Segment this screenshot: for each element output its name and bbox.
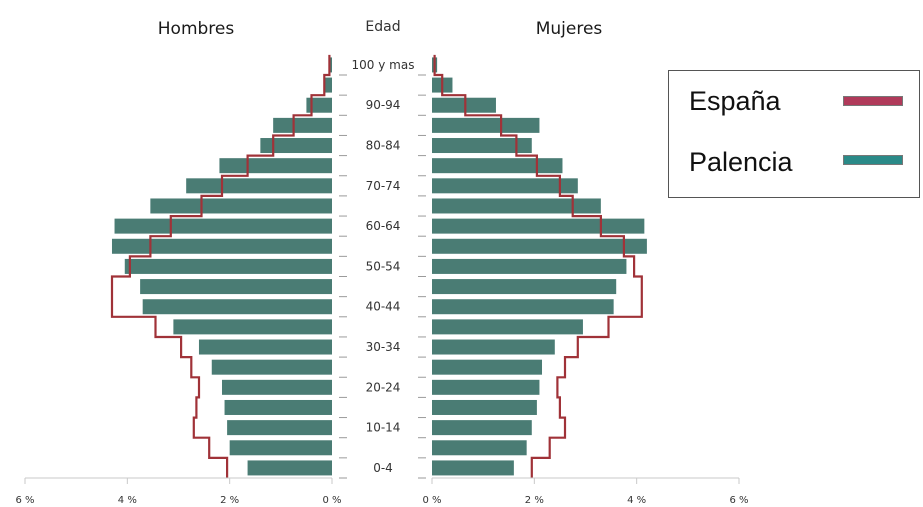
bar-men-row-9 [140, 279, 332, 295]
bar-men-row-5 [211, 359, 332, 375]
age-label-6: 60-64 [366, 219, 401, 233]
age-label-8: 80-84 [366, 139, 401, 153]
x-axes: 6 % 4 % 2 % 0 % 0 % 2 % 4 % 6 % [15, 477, 749, 506]
bar-women-row-14 [432, 178, 578, 194]
age-label-10: 100 y mas [352, 58, 415, 72]
bar-women-row-7 [432, 319, 583, 335]
age-label-7: 70-74 [366, 179, 401, 193]
bar-women-row-8 [432, 299, 614, 315]
bar-women-row-11 [432, 238, 647, 254]
header-women: Mujeres [536, 19, 603, 39]
bar-women-row-6 [432, 339, 555, 355]
bar-men-row-2 [227, 420, 332, 436]
bar-women-row-5 [432, 359, 543, 375]
men-bars [111, 57, 333, 476]
bar-women-row-0 [432, 460, 514, 476]
x-tick-label-4: 0 % [422, 495, 441, 506]
bar-women-row-18 [432, 97, 496, 113]
bar-women-row-3 [432, 399, 537, 415]
bar-men-row-13 [150, 198, 332, 214]
bar-women-row-16 [432, 138, 532, 154]
bar-men-row-11 [111, 238, 332, 254]
age-label-9: 90-94 [366, 98, 401, 112]
header-men: Hombres [158, 19, 235, 39]
x-tick-label-6: 4 % [627, 495, 646, 506]
header-age: Edad [365, 19, 400, 35]
age-label-4: 40-44 [366, 300, 401, 314]
bar-women-row-17 [432, 117, 540, 133]
bar-men-row-15 [219, 158, 332, 174]
bar-men-row-1 [229, 440, 332, 456]
bar-men-row-16 [260, 138, 332, 154]
bar-men-row-18 [306, 97, 332, 113]
x-tick-label-0: 6 % [15, 495, 34, 506]
bar-women-row-4 [432, 379, 540, 395]
spain-outline-women [433, 54, 643, 478]
age-label-3: 30-34 [366, 340, 401, 354]
bar-women-row-15 [432, 158, 563, 174]
legend-swatch-espana [843, 96, 903, 106]
age-label-1: 10-14 [366, 421, 401, 435]
bar-men-row-3 [224, 399, 332, 415]
bar-women-row-9 [432, 279, 617, 295]
spain-outline [110, 54, 643, 478]
x-tick-label-7: 6 % [729, 495, 748, 506]
bar-women-row-1 [432, 440, 527, 456]
bar-men-row-0 [247, 460, 332, 476]
age-label-0: 0-4 [373, 461, 393, 475]
bar-women-row-10 [432, 258, 627, 274]
women-bars [432, 57, 647, 476]
bar-men-row-10 [124, 258, 333, 274]
bar-men-row-12 [114, 218, 333, 234]
x-tick-label-5: 2 % [525, 495, 544, 506]
bar-women-row-2 [432, 420, 532, 436]
age-label-2: 20-24 [366, 380, 401, 394]
legend-label-palencia: Palencia [689, 147, 793, 177]
bar-men-row-8 [142, 299, 332, 315]
legend: España Palencia [668, 70, 920, 198]
legend-swatch-palencia [843, 155, 903, 165]
bar-women-row-13 [432, 198, 601, 214]
bar-men-row-20 [329, 57, 332, 73]
age-label-5: 50-54 [366, 259, 401, 273]
x-tick-label-2: 2 % [220, 495, 239, 506]
bar-men-row-4 [221, 379, 332, 395]
age-tick-marks [339, 74, 426, 479]
bar-men-row-19 [324, 77, 332, 93]
bar-men-row-14 [186, 178, 332, 194]
x-tick-label-1: 4 % [118, 495, 137, 506]
bar-men-row-17 [273, 117, 332, 133]
spain-outline-men [110, 54, 331, 478]
legend-label-espana: España [689, 86, 781, 116]
x-tick-label-3: 0 % [322, 495, 341, 506]
bar-men-row-7 [173, 319, 332, 335]
bar-women-row-12 [432, 218, 645, 234]
age-labels: 0-4 10-14 20-24 30-34 40-44 50-54 60-64 70-74 80… [352, 58, 415, 475]
bar-men-row-6 [198, 339, 332, 355]
